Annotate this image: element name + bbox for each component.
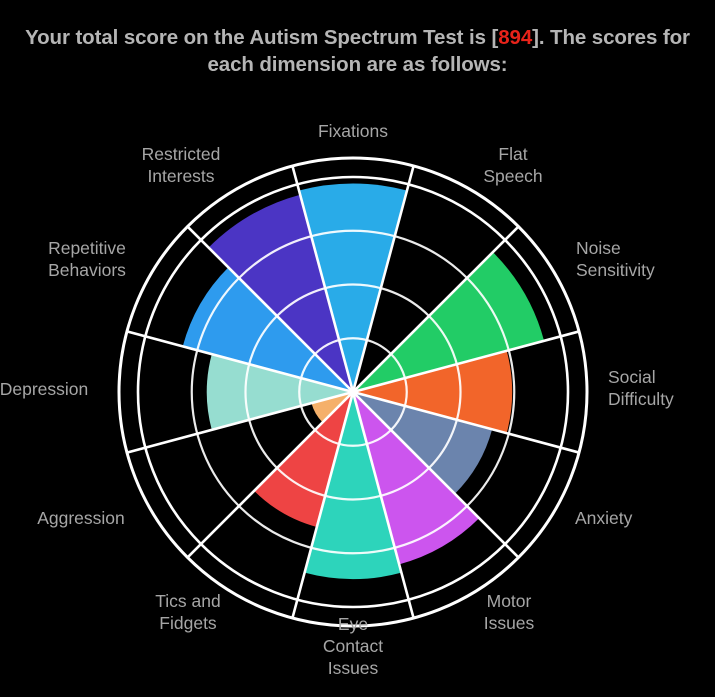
chart-outer-boundary-group — [117, 156, 589, 628]
sector-divider-4 — [352, 390, 580, 454]
sector-divider-6 — [351, 391, 415, 619]
axis-label-motor-issues: Motor Issues — [484, 591, 535, 633]
sector-divider-1 — [351, 165, 415, 393]
gridline-ring-4 — [136, 175, 570, 609]
axis-label-social-difficulty: Social Difficulty — [608, 367, 674, 409]
chart-wedge-restricted-interests[interactable] — [208, 194, 353, 392]
gridline-ring-3 — [190, 229, 516, 555]
title-suffix: ]. The scores for each dimension are as … — [207, 26, 690, 77]
sector-divider-8 — [186, 391, 354, 559]
chart-wedge-anxiety[interactable] — [353, 392, 493, 494]
gridline-ring-1 — [298, 337, 408, 447]
axis-label-tics-and-fidgets: Tics and Fidgets — [155, 591, 221, 633]
sector-divider-9 — [126, 390, 354, 454]
chart-gridline-rings-group — [136, 175, 570, 609]
chart-spokes-group — [126, 165, 580, 619]
axis-label-eye-contact-issues: Eye Contact Issues — [323, 614, 383, 678]
chart-wedge-fixations[interactable] — [299, 183, 407, 392]
axis-label-flat-speech: Flat Speech — [483, 144, 542, 186]
title-text: Your total score on the Autism Spectrum … — [14, 24, 701, 78]
chart-axis-labels-group: Fixations Flat Speech Noise Sensitivity Socia… — [0, 121, 674, 678]
sector-divider-5 — [352, 391, 520, 559]
axis-label-anxiety: Anxiety — [575, 508, 633, 528]
chart-wedge-eye-contact-issues[interactable] — [304, 392, 402, 580]
sector-divider-2 — [352, 225, 520, 393]
gridline-ring-2 — [244, 283, 462, 501]
total-score-value: 894 — [498, 26, 533, 49]
chart-wedge-noise-sensitivity[interactable] — [353, 252, 545, 392]
sector-divider-3 — [352, 330, 580, 394]
chart-wedge-social-difficulty[interactable] — [353, 350, 513, 434]
chart-wedge-tics-and-fidgets[interactable] — [254, 392, 353, 527]
axis-label-restricted-interests: Restricted Interests — [142, 144, 221, 186]
chart-wedge-aggression[interactable] — [311, 392, 353, 423]
axis-label-depression: Depression — [0, 379, 88, 399]
sector-divider-7 — [291, 391, 355, 619]
sector-divider-0 — [291, 165, 355, 393]
axis-label-aggression: Aggression — [37, 508, 125, 528]
axis-label-fixations: Fixations — [318, 121, 388, 141]
title-prefix: Your total score on the Autism Spectrum … — [25, 26, 499, 49]
sector-divider-11 — [186, 225, 354, 393]
axis-label-repetitive-behaviors: Repetitive Behaviors — [48, 238, 126, 280]
chart-wedge-depression[interactable] — [206, 354, 353, 430]
axis-label-noise-sensitivity: Noise Sensitivity — [576, 238, 655, 280]
page-title: Your total score on the Autism Spectrum … — [0, 24, 715, 78]
chart-outer-boundary — [117, 156, 589, 628]
sector-divider-10 — [126, 330, 354, 394]
